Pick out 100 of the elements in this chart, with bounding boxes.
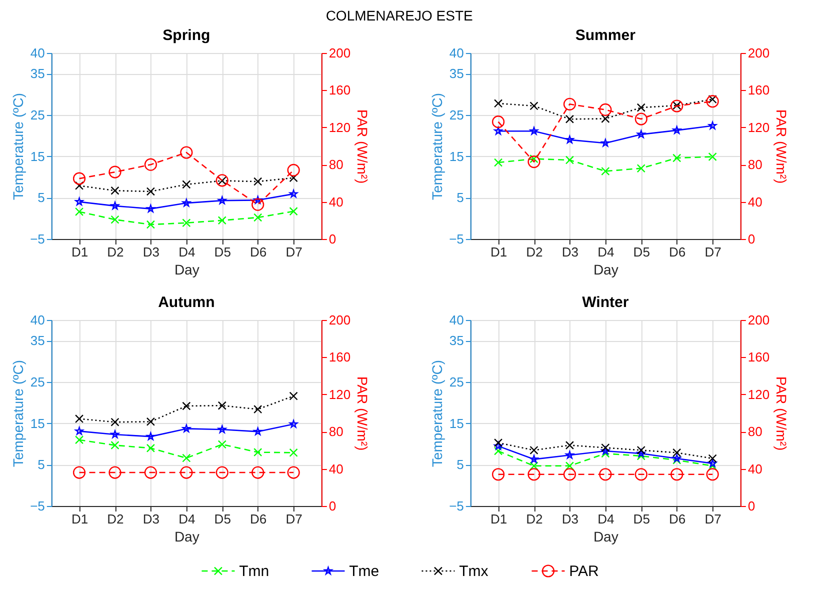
- point: [74, 181, 84, 190]
- point: [146, 444, 155, 452]
- x-tick-label: D2: [526, 512, 543, 526]
- point: [565, 114, 574, 124]
- point: [218, 401, 226, 410]
- x-tick-label: D5: [633, 244, 650, 260]
- y-tick-label: 40: [449, 46, 464, 60]
- point: [601, 114, 610, 124]
- point: [708, 121, 717, 130]
- y-tick-label: 40: [30, 46, 45, 60]
- point: [254, 448, 262, 457]
- x-tick-label: D2: [107, 244, 124, 260]
- legend-label: Tmx: [459, 563, 489, 580]
- chart-title: Winter: [582, 294, 629, 311]
- x-tick-label: D1: [490, 512, 508, 526]
- y2-tick-label: 200: [748, 312, 770, 328]
- point: [565, 440, 574, 450]
- point: [254, 213, 262, 222]
- y-axis-title: Temperature (ºC): [429, 360, 446, 468]
- y2-tick-label: 40: [328, 461, 344, 476]
- point: [110, 215, 120, 224]
- point: [254, 404, 262, 414]
- x-tick-label: D1: [490, 244, 508, 260]
- x-tick-label: D6: [250, 512, 267, 526]
- point: [182, 218, 191, 228]
- point: [601, 443, 610, 452]
- y-tick-label: −5: [30, 232, 45, 246]
- point: [146, 187, 155, 196]
- y2-axis-title: PAR (W/m²): [354, 109, 371, 184]
- point: [252, 198, 264, 211]
- y-tick-label: 5: [38, 190, 45, 206]
- y-tick-label: 40: [30, 312, 45, 328]
- x-tick-label: D3: [562, 512, 579, 526]
- point: [108, 166, 122, 178]
- point: [180, 146, 193, 159]
- y-tick-label: 25: [30, 108, 45, 122]
- y2-tick-label: 200: [748, 46, 770, 60]
- x-axis-title: Day: [593, 528, 618, 544]
- point: [146, 417, 155, 426]
- y2-tick-label: 80: [748, 424, 762, 440]
- x-tick-label: D5: [214, 244, 231, 260]
- point: [218, 216, 226, 225]
- y2-tick-label: 160: [328, 82, 351, 98]
- point: [565, 462, 574, 470]
- y2-tick-label: 80: [748, 157, 762, 172]
- point: [74, 207, 84, 216]
- y2-axis-title: PAR (W/m²): [774, 376, 790, 451]
- y2-tick-label: 40: [748, 461, 762, 476]
- point: [601, 166, 610, 176]
- point: [706, 95, 719, 108]
- text: COLMENAREJO ESTE: [326, 8, 473, 24]
- y-axis-title: Temperature (ºC): [429, 92, 446, 200]
- point: [74, 414, 84, 424]
- y2-tick-label: 120: [748, 386, 770, 402]
- y2-tick-label: 0: [328, 498, 336, 514]
- legend-label: Tmn: [239, 563, 270, 580]
- y-tick-label: 5: [456, 190, 464, 206]
- x-tick-label: D4: [178, 244, 196, 260]
- point: [708, 462, 717, 470]
- point: [254, 177, 262, 186]
- x-axis-title: Day: [174, 528, 200, 544]
- point: [530, 462, 538, 470]
- x-tick-label: D4: [178, 512, 196, 526]
- point: [218, 425, 226, 434]
- point: [672, 154, 682, 162]
- y2-tick-label: 200: [328, 312, 351, 328]
- y2-tick-label: 40: [748, 194, 762, 210]
- point: [566, 135, 574, 144]
- point: [494, 126, 502, 135]
- y-axis-title: Temperature (ºC): [10, 360, 26, 468]
- point: [528, 156, 540, 168]
- point: [494, 158, 503, 167]
- y2-axis-title: PAR (W/m²): [354, 376, 371, 451]
- y2-tick-label: 0: [748, 232, 756, 246]
- point: [287, 164, 300, 176]
- point: [74, 436, 84, 444]
- point: [636, 449, 646, 458]
- point: [670, 100, 684, 112]
- point: [144, 158, 157, 171]
- y2-tick-label: 200: [328, 46, 351, 60]
- y2-tick-label: 0: [748, 498, 756, 514]
- point: [218, 440, 226, 449]
- point: [530, 454, 538, 463]
- y-tick-label: 15: [30, 416, 45, 431]
- point: [708, 459, 717, 468]
- x-tick-label: D2: [107, 512, 124, 526]
- point: [289, 420, 298, 428]
- point: [599, 103, 612, 116]
- legend-label: Tme: [349, 563, 380, 580]
- x-tick-label: D4: [598, 512, 614, 526]
- y-tick-label: 35: [449, 333, 464, 348]
- y-tick-label: 35: [30, 333, 45, 348]
- x-tick-label: D1: [71, 512, 88, 526]
- y-tick-label: 15: [30, 148, 45, 164]
- y2-axis-title: PAR (W/m²): [774, 109, 790, 184]
- y-tick-label: 15: [449, 148, 464, 164]
- y-tick-label: 25: [30, 374, 45, 390]
- point: [289, 448, 298, 457]
- point: [182, 454, 191, 462]
- x-tick-label: D3: [562, 244, 579, 260]
